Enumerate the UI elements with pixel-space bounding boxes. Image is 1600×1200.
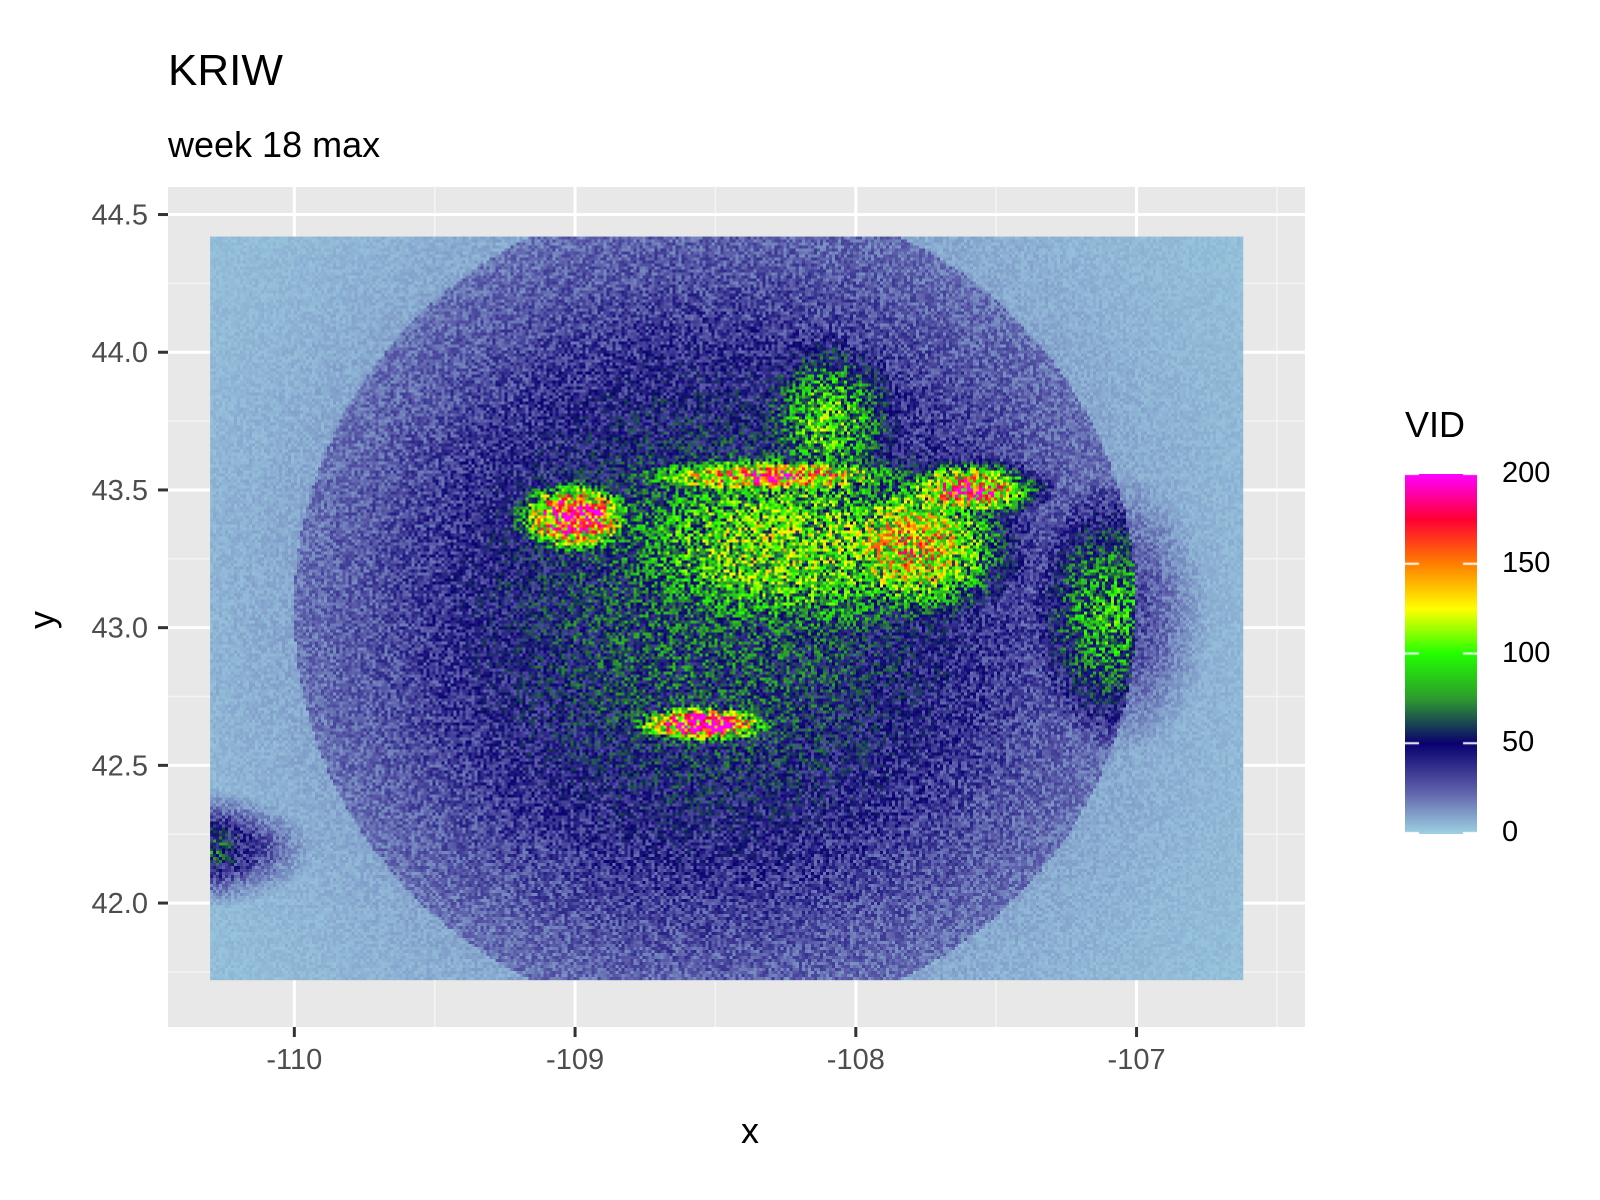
chart-title: KRIW [168, 46, 283, 95]
legend-title: VID [1405, 404, 1466, 445]
y-tick-label: 43.5 [92, 475, 148, 507]
raster-image [210, 236, 1244, 981]
x-tick-label: -107 [1108, 1044, 1166, 1076]
axes: -110 -109 -108 -107 42.0 42.5 43.0 43.5 44.0 44.5 [92, 200, 1166, 1076]
legend-colorbar [1405, 474, 1477, 834]
y-tick-label: 43.0 [92, 613, 148, 645]
y-tick-label: 44.0 [92, 337, 148, 369]
legend-tick-label: 100 [1502, 636, 1551, 669]
y-tick-label: 42.5 [92, 750, 148, 782]
x-tick-label: -109 [546, 1044, 604, 1076]
legend-tick-label: 200 [1502, 457, 1551, 489]
x-tick-label: -108 [827, 1044, 885, 1076]
legend-tick-label: 150 [1502, 546, 1551, 579]
legend-tick-label: 0 [1502, 816, 1519, 848]
vid-raster [210, 236, 1244, 981]
y-tick-label: 44.5 [92, 200, 148, 232]
y-tick-label: 42.0 [92, 888, 148, 920]
y-axis-label: y [21, 611, 62, 629]
x-tick-label: -110 [266, 1044, 322, 1076]
x-axis-label: x [741, 1110, 759, 1151]
chart-subtitle: week 18 max [168, 124, 381, 165]
legend-tick-label: 50 [1502, 726, 1535, 759]
